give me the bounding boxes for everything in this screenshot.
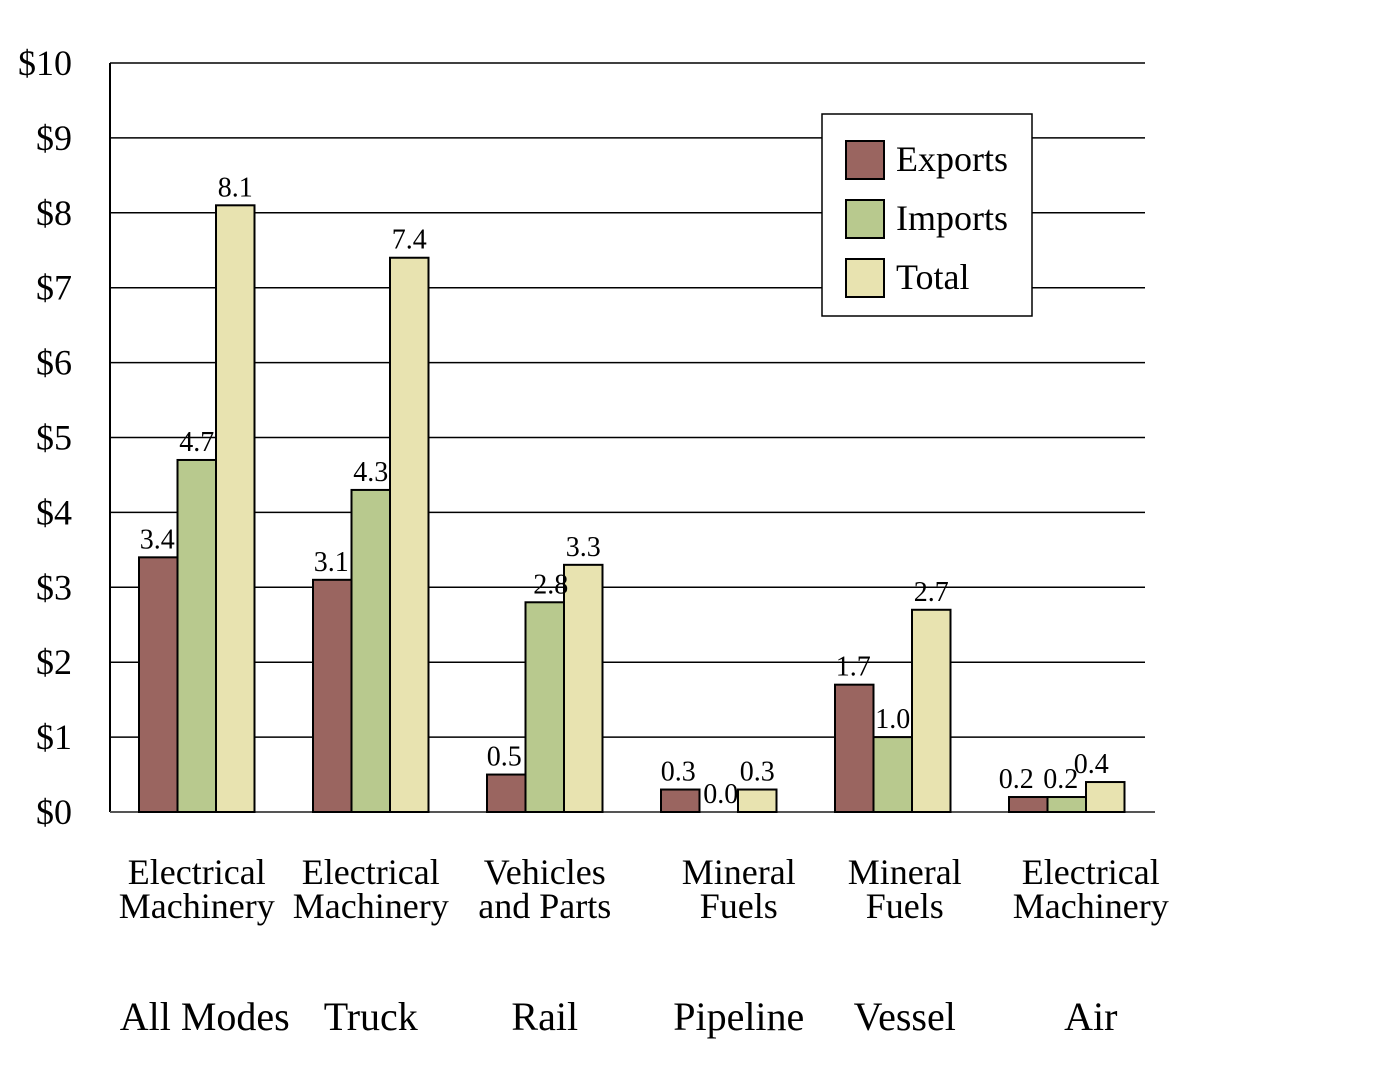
mode-label: All Modes [120,994,290,1039]
y-tick-label: $10 [18,43,72,83]
data-label-exports: 3.1 [314,547,349,578]
category-label: Machinery [1013,886,1169,926]
y-tick-label: $7 [36,268,72,308]
bar-exports [138,556,179,814]
data-label-total: 0.3 [740,757,775,788]
legend-swatch-total [845,258,885,298]
data-label-total: 3.3 [566,532,601,563]
category-label: Electrical [302,852,440,892]
legend-label-exports: Exports [896,139,1008,179]
y-tick-label: $3 [36,567,72,607]
data-label-exports: 0.2 [999,764,1034,795]
bars [138,204,1126,814]
bar-total [563,563,604,814]
category-label: Fuels [866,886,944,926]
data-label-imports: 2.8 [533,569,568,600]
data-label-total: 0.4 [1074,749,1109,780]
y-tick-label: $0 [36,792,72,832]
legend-label-imports: Imports [896,198,1008,238]
mode-label: Pipeline [673,994,804,1039]
bar-total [389,256,430,813]
bar-total [911,608,952,814]
legend-label-total: Total [896,257,969,297]
data-label-exports: 3.4 [140,524,175,555]
legend: Exports Imports Total [821,113,1033,317]
category-label: Mineral [682,852,796,892]
bar-exports [312,578,353,813]
data-label-imports: 0.2 [1043,764,1078,795]
data-label-imports: 4.7 [179,427,214,458]
mode-label: Rail [511,994,578,1039]
bar-exports [660,788,701,814]
y-tick-label: $4 [36,492,72,532]
category-label: Machinery [119,886,275,926]
mode-label: Truck [324,994,418,1039]
category-label: Vehicles [484,852,606,892]
bar-imports [1046,796,1087,814]
mode-label: Vessel [854,994,956,1039]
category-label: Mineral [848,852,962,892]
bar-total [1085,781,1126,813]
data-label-total: 7.4 [392,225,427,256]
bar-exports [486,773,527,813]
y-tick-label: $2 [36,642,72,682]
data-label-exports: 0.3 [661,757,696,788]
y-tick-label: $8 [36,193,72,233]
data-label-exports: 0.5 [487,742,522,773]
bar-imports [176,458,217,813]
category-label: Electrical [128,852,266,892]
category-label: Machinery [293,886,449,926]
y-tick-label: $1 [36,717,72,757]
data-label-total: 2.7 [914,577,949,608]
data-label-imports: 4.3 [353,457,388,488]
bar-total [215,204,256,813]
category-label: and Parts [478,886,611,926]
bar-imports [872,736,913,813]
bar-exports [834,683,875,813]
bar-imports [524,601,565,814]
data-label-imports: 0.0 [703,779,738,810]
bar-exports [1008,796,1049,814]
data-label-exports: 1.7 [836,652,871,683]
legend-swatch-imports [845,199,885,239]
y-axis: $0 $1 $2 $3 $4 $5 $6 $7 $8 $9 $10 [18,43,1155,832]
bar-total [737,788,778,814]
legend-swatch-exports [845,140,885,180]
mode-label: Air [1064,994,1117,1039]
y-tick-label: $5 [36,418,72,458]
y-tick-label: $9 [36,118,72,158]
bar-imports [350,488,391,813]
data-label-imports: 1.0 [875,704,910,735]
y-tick-label: $6 [36,343,72,383]
data-label-total: 8.1 [218,172,253,203]
gridlines [110,62,1145,738]
category-label: Electrical [1022,852,1160,892]
data-labels: 3.4 4.7 8.1 3.1 4.3 7.4 0.5 2.8 3.3 0.30.00.3 1.71… [140,172,1109,810]
category-label: Fuels [700,886,778,926]
